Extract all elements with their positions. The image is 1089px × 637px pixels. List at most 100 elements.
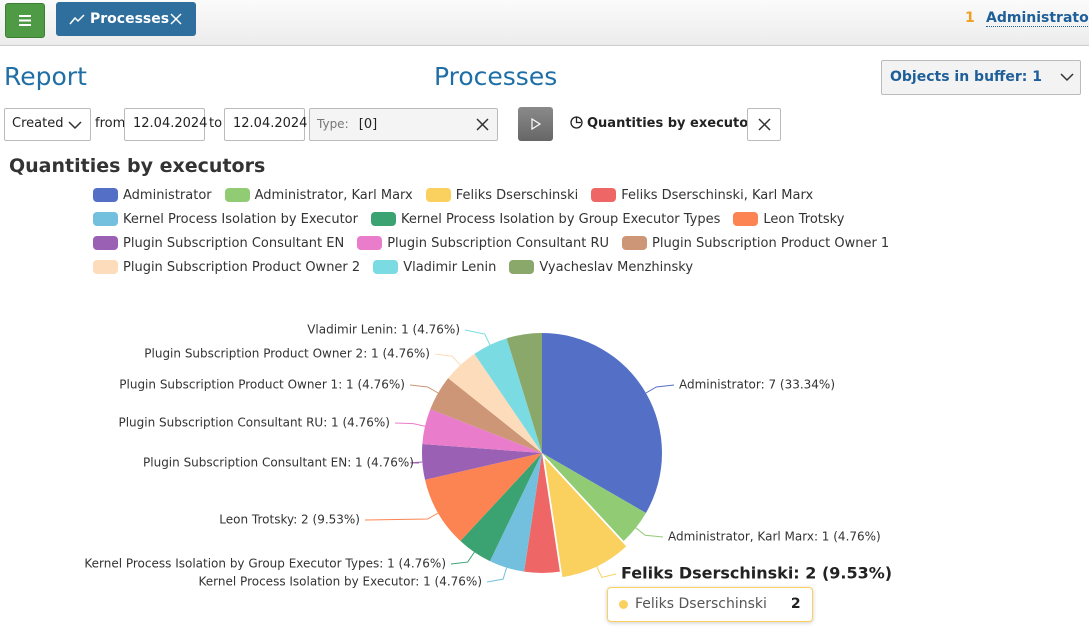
legend-label: Leon Trotsky bbox=[763, 211, 845, 227]
data-label: Administrator, Karl Marx: 1 (4.76%) bbox=[668, 530, 881, 544]
legend-swatch bbox=[622, 236, 648, 250]
chevron bbox=[68, 121, 82, 130]
legend-label: Vyacheslav Menzhinsky bbox=[539, 259, 694, 275]
leader-line bbox=[635, 527, 664, 538]
data-label: Plugin Subscription Product Owner 2: 1 (… bbox=[144, 347, 430, 361]
pie-slice bbox=[542, 453, 646, 541]
legend-swatch bbox=[373, 260, 399, 274]
legend-label: Kernel Process Isolation by Group Execut… bbox=[400, 211, 721, 227]
pie-slice bbox=[506, 333, 542, 453]
leader-line bbox=[409, 384, 439, 394]
legend-label: Vladimir Lenin bbox=[403, 259, 497, 275]
leader-line bbox=[410, 461, 423, 464]
legend-label: Administrator bbox=[123, 187, 212, 203]
leader-line bbox=[450, 551, 475, 565]
run-button[interactable] bbox=[518, 107, 553, 141]
chart-title: Quantities by executors bbox=[9, 155, 266, 177]
legend-swatch bbox=[93, 188, 118, 202]
tab[interactable]: Processes bbox=[56, 2, 196, 36]
legend-swatch bbox=[93, 212, 118, 226]
data-label: Kernel Process Isolation by Group Execut… bbox=[84, 557, 446, 571]
tooltip: Feliks Dserschinski 2 bbox=[607, 587, 813, 622]
leader-line bbox=[364, 512, 439, 521]
pie-slice bbox=[422, 409, 542, 453]
legend-swatch bbox=[357, 236, 383, 250]
field-select[interactable]: Created bbox=[4, 108, 91, 141]
legend-label: Kernel Process Isolation by Executor bbox=[123, 211, 358, 227]
legend-item: Vyacheslav Menzhinsky bbox=[509, 258, 693, 276]
legend-swatch bbox=[370, 212, 396, 226]
leader-line bbox=[486, 567, 508, 583]
type-input[interactable]: Type: [0] bbox=[309, 108, 498, 141]
data-label: Vladimir Lenin: 1 (4.76%) bbox=[307, 323, 460, 337]
legend-item: Plugin Subscription Consultant RU bbox=[357, 234, 609, 252]
legend-item: Plugin Subscription Product Owner 1 bbox=[622, 234, 889, 252]
tab-icon bbox=[69, 14, 85, 25]
legend-item: Feliks Dserschinski, Karl Marx bbox=[591, 186, 813, 204]
pie-slice bbox=[425, 453, 542, 541]
data-label: Plugin Subscription Consultant RU: 1 (4.… bbox=[118, 416, 390, 430]
legend-swatch bbox=[93, 260, 118, 274]
pie-slice bbox=[489, 453, 542, 572]
type-label: Type: bbox=[317, 117, 349, 131]
leader-line bbox=[464, 329, 491, 346]
to-value: 12.04.2024 bbox=[233, 116, 308, 131]
legend-item: Plugin Subscription Product Owner 2 bbox=[93, 258, 360, 276]
data-label: Plugin Subscription Consultant EN: 1 (4.… bbox=[143, 456, 414, 470]
legend-swatch bbox=[509, 260, 535, 274]
legend-item: Kernel Process Isolation by Executor bbox=[93, 210, 358, 228]
legend-swatch bbox=[224, 188, 250, 202]
pie-slice bbox=[448, 353, 542, 453]
to-input[interactable]: 12.04.2024 bbox=[224, 108, 308, 141]
type-value: [0] bbox=[358, 117, 378, 132]
menu-icon bbox=[19, 15, 31, 26]
user-link[interactable]: Administrator bbox=[986, 10, 1089, 27]
legend-item: Leon Trotsky bbox=[733, 210, 844, 228]
legend-label: Feliks Dserschinski bbox=[455, 187, 579, 203]
type-clear[interactable] bbox=[476, 118, 489, 131]
pie-slice bbox=[422, 444, 542, 480]
pie-slice bbox=[460, 453, 542, 562]
play-icon bbox=[531, 117, 542, 131]
page-title: Processes bbox=[434, 62, 558, 91]
report-name: Quantities by executors bbox=[587, 116, 763, 131]
buffer-dropdown[interactable]: Objects in buffer: 1 bbox=[881, 60, 1081, 95]
tab-close[interactable] bbox=[170, 13, 182, 25]
pie-slice bbox=[542, 333, 662, 513]
legend-label: Administrator, Karl Marx bbox=[254, 187, 413, 203]
chevron bbox=[1060, 73, 1074, 82]
from-label: from bbox=[95, 116, 126, 131]
legend-swatch bbox=[93, 236, 118, 250]
pie-slice bbox=[474, 338, 542, 453]
leader-line bbox=[394, 422, 426, 427]
data-label: Leon Trotsky: 2 (9.53%) bbox=[219, 513, 360, 527]
legend-swatch bbox=[425, 188, 451, 202]
report-close[interactable] bbox=[747, 108, 781, 141]
from-input[interactable]: 12.04.2024 bbox=[124, 108, 207, 141]
legend-swatch bbox=[733, 212, 759, 226]
legend-item: Kernel Process Isolation by Group Execut… bbox=[370, 210, 721, 228]
tooltip-name: Feliks Dserschinski bbox=[635, 596, 767, 612]
legend: Administrator Administrator, Karl Marx Fel… bbox=[90, 186, 1010, 282]
legend-label: Plugin Subscription Product Owner 1 bbox=[652, 235, 890, 251]
buffer-label: Objects in buffer: 1 bbox=[890, 69, 1042, 85]
data-label: Kernel Process Isolation by Executor: 1 … bbox=[199, 575, 482, 589]
leader-line bbox=[434, 353, 461, 366]
data-label: Administrator: 7 (33.34%) bbox=[679, 378, 835, 392]
legend-swatch bbox=[591, 188, 617, 202]
legend-item: Feliks Dserschinski bbox=[425, 186, 579, 204]
legend-item: Vladimir Lenin bbox=[373, 258, 496, 276]
legend-label: Plugin Subscription Product Owner 2 bbox=[123, 259, 361, 275]
legend-item: Plugin Subscription Consultant EN bbox=[93, 234, 344, 252]
menu-button[interactable] bbox=[5, 3, 45, 38]
tooltip-value: 2 bbox=[790, 596, 801, 612]
legend-item: Administrator bbox=[93, 186, 212, 204]
pie-slice bbox=[524, 453, 560, 573]
leader-line bbox=[645, 384, 675, 394]
pie-slice bbox=[544, 458, 627, 578]
pie-slice bbox=[430, 378, 542, 453]
legend-label: Feliks Dserschinski, Karl Marx bbox=[621, 187, 814, 203]
tab-label: Processes bbox=[90, 11, 170, 27]
